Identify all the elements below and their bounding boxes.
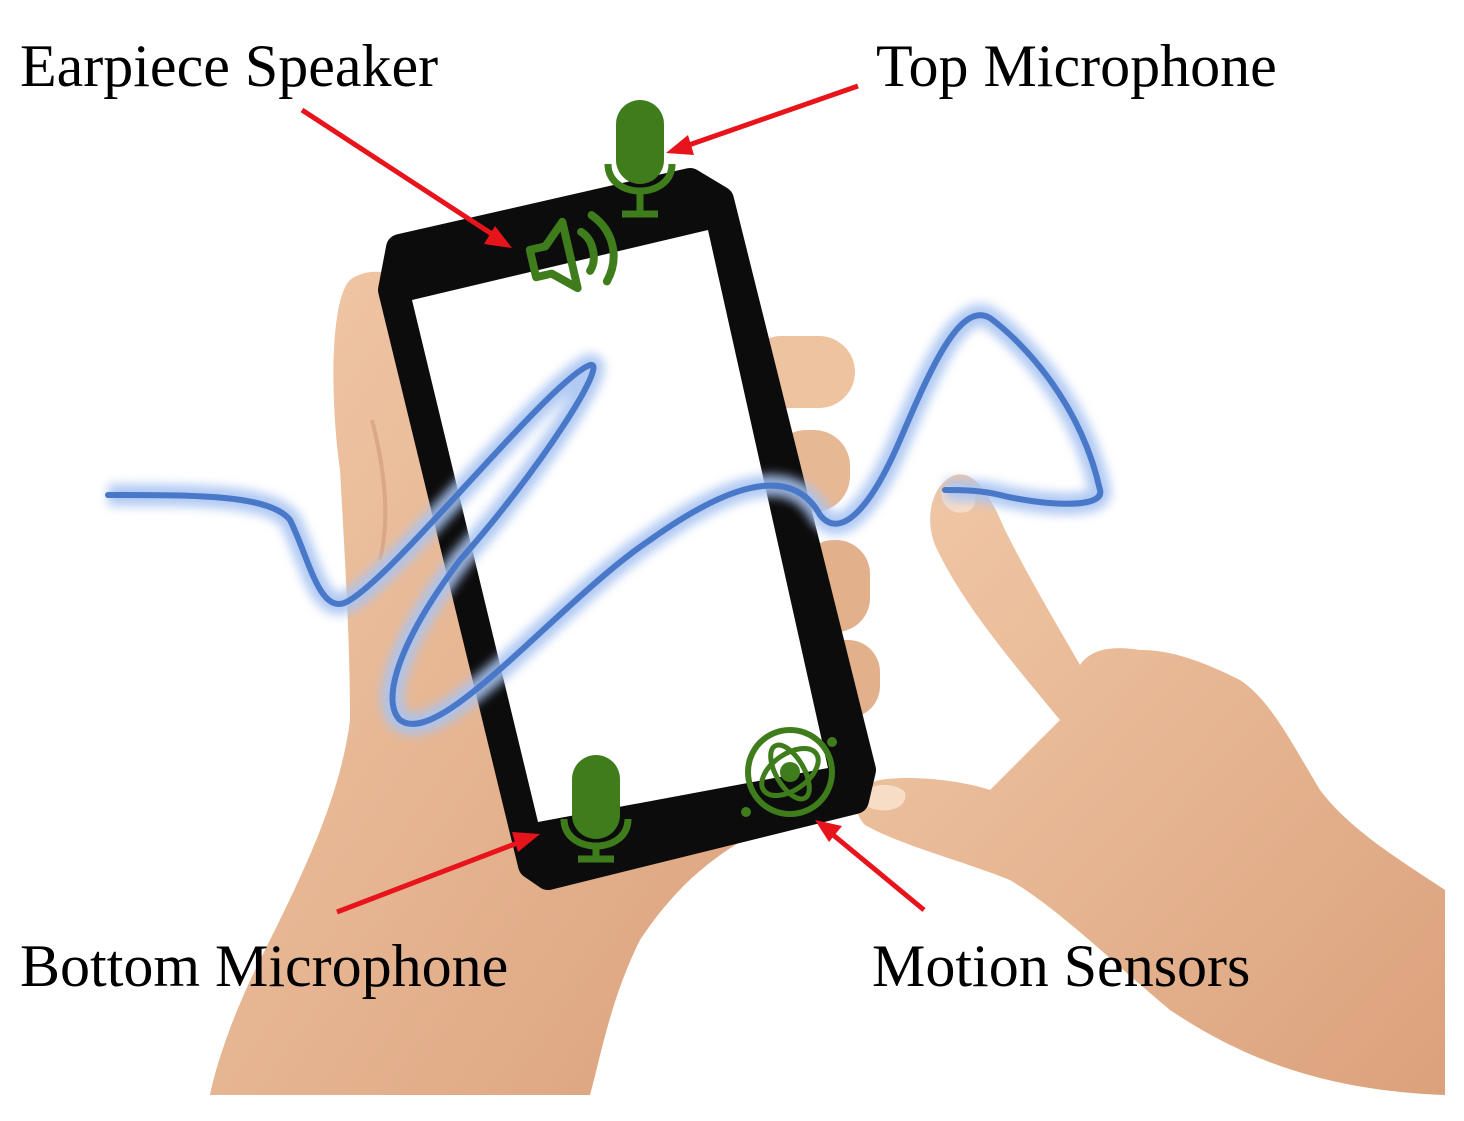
arrow-top-mic [685, 83, 859, 149]
bottom-microphone-icon [560, 755, 632, 863]
motion-sensor-icon [741, 727, 837, 817]
signal-wave-line [105, 312, 1104, 727]
arrow-motion [830, 832, 926, 912]
arrow-earpiece [300, 107, 497, 239]
arrow-bottom-mic [336, 839, 521, 915]
phone-screen [412, 230, 828, 822]
smartphone [378, 168, 876, 890]
arrow-motion-head [815, 820, 842, 842]
label-motion-sensors: Motion Sensors [872, 933, 1251, 999]
arrow-top-mic-head [666, 135, 694, 155]
callout-arrows [300, 83, 926, 915]
arrow-earpiece-head [484, 226, 512, 248]
label-bottom-microphone: Bottom Microphone [20, 933, 509, 999]
signal-wave [105, 304, 1112, 735]
right-hand-thumb-nail [861, 784, 906, 811]
left-hand-thumb-crease [370, 419, 388, 561]
label-top-microphone: Top Microphone [876, 33, 1277, 99]
speaker-icon [525, 211, 618, 293]
right-hand [856, 474, 1445, 1095]
right-hand-shape [856, 474, 1445, 1095]
top-microphone-icon [604, 100, 676, 218]
label-earpiece-speaker: Earpiece Speaker [20, 33, 439, 99]
arrow-bottom-mic-head [512, 832, 540, 852]
